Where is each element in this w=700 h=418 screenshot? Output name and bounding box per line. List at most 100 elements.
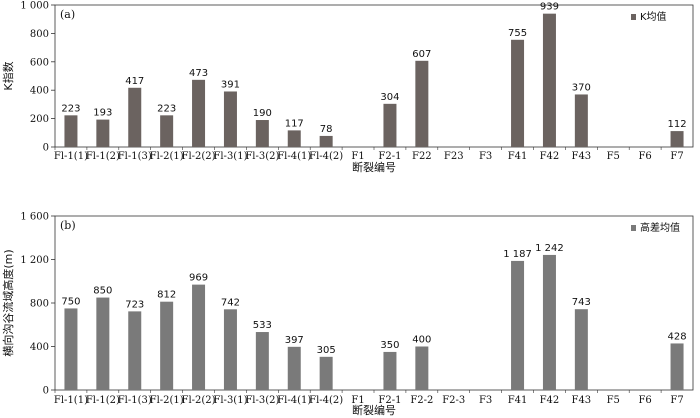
panel-b-x-tick-label: F7 — [670, 395, 683, 406]
panel-a-bar — [511, 39, 525, 147]
panel-b-bar — [128, 311, 142, 390]
panel-b-x-tick-label: Fl-1(3) — [118, 395, 152, 406]
panel-b-bar — [511, 260, 525, 390]
panel-b-bar — [255, 332, 269, 390]
panel-a-x-axis-label: 断裂编号 — [352, 160, 396, 174]
panel-a-value-label: 755 — [508, 28, 527, 39]
panel-b-bar — [287, 346, 301, 390]
panel-b-y-tick-label: 400 — [30, 342, 49, 353]
panel-a-bar — [255, 120, 269, 147]
panel-a-bar — [192, 79, 206, 147]
panel-b-value-label: 1 242 — [535, 243, 564, 254]
panel-b-x-tick-label: F1 — [351, 395, 364, 406]
panel-b-bar — [192, 284, 206, 390]
panel-a-value-label: 112 — [668, 119, 687, 130]
panel-a-legend-label: K均值 — [640, 10, 667, 23]
panel-b-value-label: 400 — [412, 335, 431, 346]
panel-b-x-tick-label: Fl-1(1) — [54, 395, 88, 406]
panel-a-y-tick-label: 400 — [30, 86, 49, 97]
panel-b-x-tick-label: Fl-3(2) — [245, 395, 279, 406]
panel-a-y-axis-label: K指数 — [1, 61, 15, 90]
panel-b-value-label: 850 — [93, 286, 112, 297]
panel-b-y-tick-label: 1 200 — [20, 255, 49, 266]
panel-b-value-label: 743 — [572, 297, 591, 308]
panel-a-value-label: 417 — [125, 76, 144, 87]
panel-a-y-tick-label: 0 — [43, 143, 49, 154]
panel-b-x-tick-label: F6 — [638, 395, 651, 406]
panel-b-value-label: 723 — [125, 299, 144, 310]
panel-a-x-tick-label: Fl-3(2) — [245, 151, 279, 162]
panel-b-legend-label: 高差均值 — [640, 221, 680, 234]
panel-a-y-tick-label: 800 — [30, 29, 49, 40]
panel-b-x-tick-label: Fl-2(2) — [182, 395, 216, 406]
panel-a-y-tick-label: 200 — [30, 114, 49, 125]
panel-b-value-label: 1 187 — [503, 249, 532, 260]
panel-a-value-label: 607 — [412, 49, 431, 60]
panel-a-value-label: 223 — [157, 103, 176, 114]
panel-a-x-tick-label: Fl-2(1) — [150, 151, 184, 162]
panel-a-panel-label: (a) — [60, 8, 75, 21]
panel-a-bar — [383, 103, 397, 147]
panel-b-value-label: 350 — [380, 340, 399, 351]
panel-a-x-tick-label: Fl-1(3) — [118, 151, 152, 162]
panel-a-value-label: 473 — [189, 68, 208, 79]
panel-a-x-tick-label: Fl-2(2) — [182, 151, 216, 162]
panel-b-bar — [542, 254, 556, 390]
panel-a-legend-swatch — [631, 14, 636, 20]
panel-a-bar — [287, 130, 301, 147]
panel-b-bar — [383, 351, 397, 390]
panel-a-bar — [96, 119, 110, 147]
panel-a-x-tick-label: F5 — [607, 151, 620, 162]
panel-b-bar — [415, 346, 429, 390]
panel-a-plot-frame — [54, 4, 694, 148]
panel-a-value-label: 391 — [221, 79, 240, 90]
panel-b-x-tick-label: Fl-4(2) — [309, 395, 343, 406]
panel-a-value-label: 939 — [540, 2, 559, 13]
panel-a-x-tick-label: F3 — [479, 151, 492, 162]
panel-b-value-label: 750 — [61, 296, 80, 307]
panel-a-x-tick-label: F2-1 — [378, 151, 401, 162]
panel-b-bar — [319, 356, 333, 390]
panel-a-y-tick-label: 1 000 — [20, 1, 49, 12]
panel-b-x-tick-label: Fl-1(2) — [86, 395, 120, 406]
panel-a-x-tick-label: F1 — [351, 151, 364, 162]
panel-b-y-tick-label: 800 — [30, 299, 49, 310]
panel-a-value-label: 78 — [320, 124, 333, 135]
panel-b-x-tick-label: F2-3 — [442, 395, 465, 406]
panel-b-value-label: 305 — [317, 345, 336, 356]
panel-a-x-tick-label: F42 — [540, 151, 560, 162]
panel-b-x-tick-label: F2-2 — [410, 395, 433, 406]
panel-b-bar — [223, 309, 237, 390]
panel-a-y-tick-label: 600 — [30, 57, 49, 68]
panel-b-value-label: 742 — [221, 297, 240, 308]
panel-b-value-label: 812 — [157, 290, 176, 301]
panel-a-x-tick-label: Fl-4(2) — [309, 151, 343, 162]
panel-b-x-tick-label: F41 — [508, 395, 528, 406]
panel-a-value-label: 117 — [285, 118, 304, 129]
panel-b-y-axis-label: 横向沟谷流域高度(m) — [1, 249, 15, 356]
panel-a-bar — [223, 91, 237, 147]
panel-a-x-tick-label: F6 — [638, 151, 651, 162]
panel-a-x-tick-label: Fl-3(1) — [213, 151, 247, 162]
panel-b-x-tick-label: F2-1 — [378, 395, 401, 406]
panel-a-x-tick-label: F41 — [508, 151, 528, 162]
panel-b-plot-frame — [54, 215, 694, 391]
panel-b-x-tick-label: Fl-2(1) — [150, 395, 184, 406]
panel-b-bar — [160, 301, 174, 390]
panel-b-panel-label: (b) — [60, 219, 76, 232]
panel-b-value-label: 397 — [285, 335, 304, 346]
panel-a-bar — [574, 94, 588, 147]
panel-a-x-tick-label: Fl-4(1) — [277, 151, 311, 162]
panel-b-legend-swatch — [631, 225, 636, 231]
panel-a-bar — [64, 115, 78, 147]
panel-b-value-label: 428 — [668, 331, 687, 342]
panel-b-y-tick-label: 0 — [43, 386, 49, 397]
panel-a-x-tick-label: Fl-1(1) — [54, 151, 88, 162]
panel-b-x-tick-label: Fl-3(1) — [213, 395, 247, 406]
panel-a-bar — [670, 131, 684, 147]
panel-b-x-tick-label: Fl-4(1) — [277, 395, 311, 406]
panel-b-x-tick-label: F43 — [572, 395, 592, 406]
panel-b-x-axis-label: 断裂编号 — [352, 403, 396, 417]
